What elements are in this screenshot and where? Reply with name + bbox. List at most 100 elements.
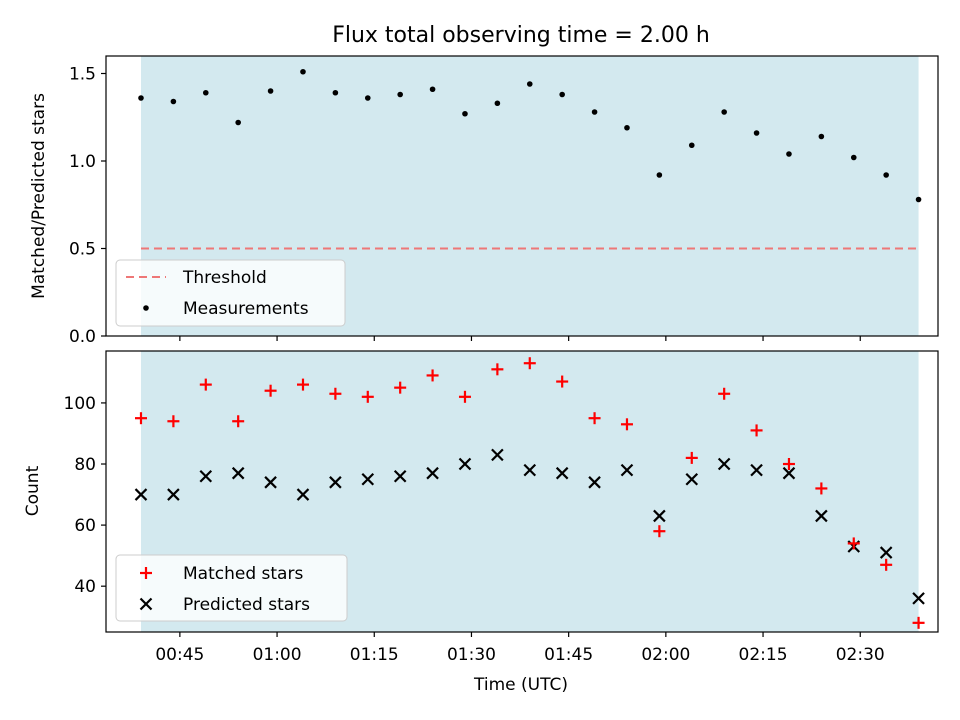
measurement-point bbox=[235, 119, 241, 126]
measurement-point bbox=[526, 81, 533, 87]
measurement-point bbox=[883, 172, 889, 178]
legend-matched-label: Matched stars bbox=[183, 564, 303, 584]
matched-point bbox=[361, 390, 374, 403]
measurement-point bbox=[364, 95, 371, 101]
matched-point bbox=[523, 357, 536, 370]
predicted-point bbox=[555, 466, 569, 480]
measurement-point bbox=[397, 91, 403, 98]
matched-point bbox=[134, 412, 147, 425]
predicted-point bbox=[231, 466, 245, 480]
top-panel-frame bbox=[105, 55, 939, 337]
matched-point bbox=[620, 418, 633, 431]
predicted-point bbox=[458, 457, 472, 471]
xtick-label: 02:30 bbox=[836, 645, 885, 665]
predicted-point bbox=[426, 466, 439, 480]
measurement-point bbox=[429, 86, 436, 93]
predicted-point bbox=[782, 466, 796, 480]
matched-point bbox=[264, 384, 277, 397]
xtick-label: 01:45 bbox=[544, 645, 593, 665]
legend-matched-swatch bbox=[140, 567, 152, 579]
matched-point bbox=[491, 363, 504, 376]
predicted-point bbox=[750, 463, 763, 477]
top-ylabel: Matched/Predicted stars bbox=[29, 93, 49, 299]
xtick-label: 01:15 bbox=[350, 645, 399, 665]
matched-point bbox=[912, 616, 925, 629]
bottom-panel-frame bbox=[105, 350, 939, 633]
matched-point bbox=[426, 369, 439, 382]
predicted-point bbox=[491, 448, 504, 462]
bottom-legend: Matched stars Predicted stars bbox=[115, 554, 348, 622]
measurement-point bbox=[688, 142, 695, 149]
matched-point bbox=[653, 525, 666, 538]
predicted-point bbox=[588, 476, 601, 489]
xtick-label: 02:00 bbox=[641, 645, 690, 665]
matched-point bbox=[782, 458, 795, 471]
bottom-panel: 40 60 80 100 00:45 01:00 01:15 01:30 01:45 02:00… bbox=[23, 350, 939, 695]
matched-point bbox=[556, 375, 569, 388]
chart-title: Flux total observing time = 2.00 h bbox=[332, 23, 710, 48]
legend-predicted-label: Predicted stars bbox=[183, 595, 310, 615]
measurement-point bbox=[462, 110, 468, 117]
legend-predicted-swatch bbox=[139, 597, 153, 611]
predicted-point bbox=[167, 488, 180, 501]
measurement-point bbox=[494, 100, 501, 107]
matched-point bbox=[750, 424, 763, 437]
predicted-point bbox=[912, 592, 925, 605]
measurement-point bbox=[591, 109, 598, 115]
matched-point bbox=[588, 412, 601, 425]
matched-point bbox=[199, 378, 212, 391]
top-panel: 0.0 0.5 1.0 1.5 Matched/Predicted stars Thr… bbox=[29, 55, 939, 347]
predicted-point bbox=[199, 469, 213, 483]
legend-measurements-label: Measurements bbox=[183, 299, 309, 319]
bottom-ytick-label: 40 bbox=[74, 577, 96, 597]
predicted-point bbox=[361, 473, 375, 486]
bottom-ytick-label: 60 bbox=[74, 516, 96, 536]
measurement-point bbox=[753, 130, 760, 136]
matched-point bbox=[880, 558, 893, 571]
x-axis-label: Time (UTC) bbox=[473, 675, 568, 695]
predicted-point bbox=[815, 509, 828, 523]
predicted-point bbox=[879, 546, 893, 559]
measurement-point bbox=[138, 95, 144, 101]
measurement-point bbox=[850, 154, 857, 161]
predicted-point bbox=[329, 476, 342, 489]
predicted-point bbox=[653, 509, 666, 523]
measurement-point bbox=[786, 151, 792, 157]
predicted-point bbox=[264, 476, 277, 489]
predicted-point bbox=[620, 463, 634, 477]
predicted-point bbox=[393, 469, 407, 483]
xtick-label: 01:30 bbox=[447, 645, 496, 665]
top-legend: Threshold Measurements bbox=[115, 259, 346, 327]
matched-point bbox=[232, 415, 245, 428]
predicted-point bbox=[685, 473, 699, 486]
measurement-point bbox=[915, 196, 922, 203]
bottom-legend-box bbox=[115, 554, 348, 622]
top-ytick-label: 0.0 bbox=[69, 327, 96, 347]
legend-threshold-label: Threshold bbox=[182, 268, 267, 288]
matched-point bbox=[847, 537, 860, 550]
matched-point bbox=[458, 390, 471, 403]
xtick-label: 01:00 bbox=[253, 645, 302, 665]
predicted-point bbox=[134, 488, 148, 501]
measurement-point bbox=[170, 98, 177, 105]
bottom-ytick-label: 80 bbox=[74, 455, 96, 475]
measurement-point bbox=[624, 124, 630, 131]
measurement-point bbox=[202, 89, 209, 96]
matched-point bbox=[815, 482, 828, 495]
matched-point bbox=[685, 451, 698, 464]
bottom-ylabel: Count bbox=[23, 465, 43, 516]
matched-point bbox=[394, 381, 407, 394]
measurement-point bbox=[656, 172, 663, 178]
xtick-label: 00:45 bbox=[155, 645, 204, 665]
measurement-point bbox=[300, 68, 306, 75]
matched-point bbox=[296, 378, 309, 391]
measurement-point bbox=[559, 91, 565, 98]
measurement-point bbox=[818, 133, 825, 140]
measurement-point bbox=[332, 89, 339, 96]
top-ytick-label: 0.5 bbox=[69, 240, 96, 260]
predicted-point bbox=[523, 463, 537, 477]
matched-point bbox=[329, 387, 342, 400]
top-ytick-label: 1.5 bbox=[69, 65, 96, 85]
top-legend-box bbox=[115, 259, 346, 327]
